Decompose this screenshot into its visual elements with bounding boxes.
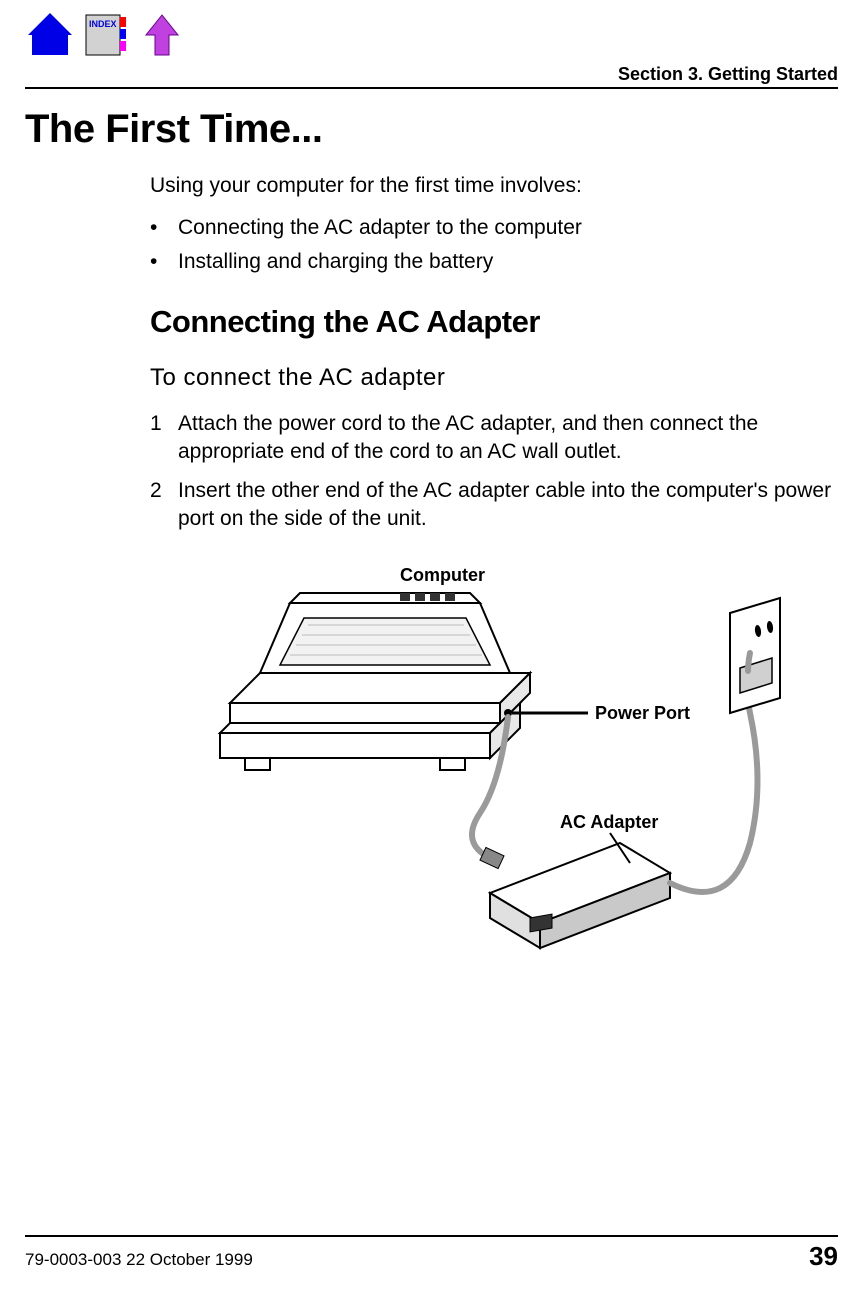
footer-divider — [25, 1235, 838, 1237]
page: INDEX Section 3. Getting Started The Fir… — [0, 0, 863, 1292]
diagram-label-ac-adapter: AC Adapter — [560, 812, 658, 832]
up-arrow-icon[interactable] — [137, 10, 187, 60]
page-footer: 79-0003-003 22 October 1999 39 — [25, 1235, 838, 1272]
section-header: Section 3. Getting Started — [25, 64, 838, 85]
step-item: 2Insert the other end of the AC adapter … — [150, 477, 833, 534]
bullet-item: Installing and charging the battery — [150, 250, 833, 274]
diagram-label-power-port: Power Port — [595, 703, 690, 723]
diagram-label-computer: Computer — [400, 565, 485, 585]
footer-doc-id: 79-0003-003 22 October 1999 — [25, 1250, 253, 1270]
procedure-heading: To connect the AC adapter — [150, 364, 833, 392]
bullet-item: Connecting the AC adapter to the compute… — [150, 216, 833, 240]
step-item: 1Attach the power cord to the AC adapter… — [150, 410, 833, 467]
content-body: Using your computer for the first time i… — [150, 174, 833, 988]
page-title: The First Time... — [25, 107, 838, 152]
header-divider — [25, 87, 838, 89]
step-text: Attach the power cord to the AC adapter,… — [178, 412, 758, 463]
step-text: Insert the other end of the AC adapter c… — [178, 479, 831, 530]
step-list: 1Attach the power cord to the AC adapter… — [150, 410, 833, 533]
intro-text: Using your computer for the first time i… — [150, 174, 833, 198]
index-icon[interactable]: INDEX — [81, 10, 131, 60]
top-icon-bar: INDEX — [25, 10, 838, 60]
sub-heading: Connecting the AC Adapter — [150, 304, 833, 340]
bullet-list: Connecting the AC adapter to the compute… — [150, 216, 833, 274]
footer-page-number: 39 — [809, 1241, 838, 1272]
home-icon[interactable] — [25, 10, 75, 60]
svg-text:INDEX: INDEX — [89, 19, 117, 29]
connection-diagram: Computer — [190, 563, 833, 988]
